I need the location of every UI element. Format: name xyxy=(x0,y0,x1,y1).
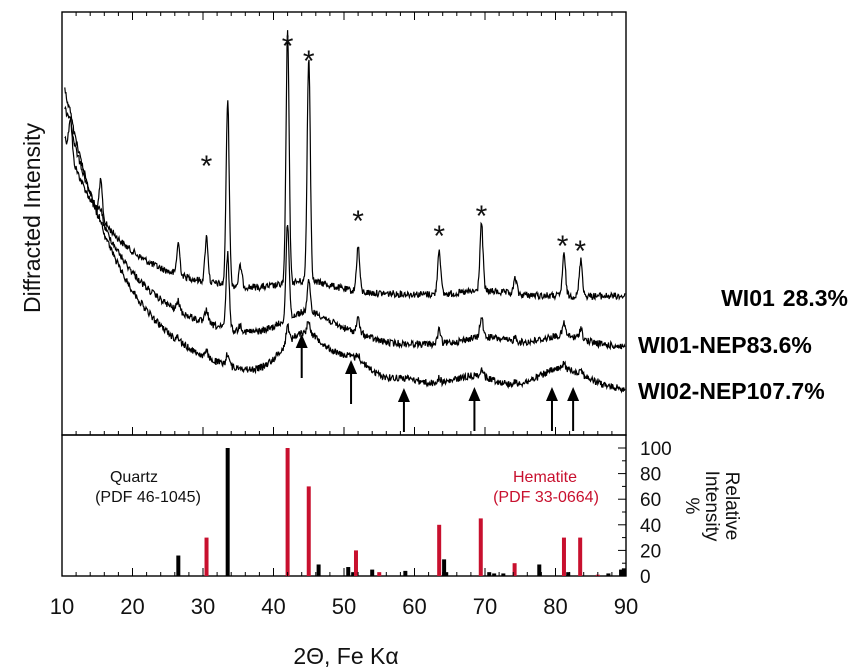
x-tick-label: 60 xyxy=(402,594,426,619)
arrow-head xyxy=(567,387,580,401)
y-axis-label: Diffracted Intensity xyxy=(19,122,45,313)
star-marker: * xyxy=(557,230,569,263)
x-tick-label: 10 xyxy=(50,594,74,619)
ri-tick-label: 20 xyxy=(640,541,661,562)
arrow-head xyxy=(397,388,410,402)
x-tick-label: 70 xyxy=(473,594,497,619)
hematite-peak-bar xyxy=(306,486,311,576)
hematite-peak-bar xyxy=(285,448,290,576)
series-label-wi01: WI01 28.3% xyxy=(721,285,848,311)
diffraction-curve-3 xyxy=(64,87,626,394)
x-tick-label: 20 xyxy=(120,594,144,619)
quartz-peak-bar xyxy=(619,569,624,576)
hematite-peak-bar xyxy=(353,550,358,576)
relative-intensity-axis: 0 20 40 60 80 100 xyxy=(618,439,672,588)
relative-intensity-label-line1: Relative xyxy=(721,472,742,541)
quartz-peak-bar xyxy=(346,567,351,576)
x-tick-label: 90 xyxy=(614,594,638,619)
quartz-label: Quartz xyxy=(110,469,158,486)
ri-tick-label: 100 xyxy=(640,439,672,460)
hematite-peak-bar xyxy=(512,563,517,576)
star-marker: * xyxy=(352,205,364,238)
arrow-head xyxy=(345,360,358,374)
hematite-peak-markers: ** ** *** * xyxy=(201,30,587,268)
ri-tick-label: 40 xyxy=(640,516,661,537)
hematite-pdf-label: (PDF 33-0664) xyxy=(493,489,599,506)
star-marker: * xyxy=(574,235,586,268)
x-tick-label: 80 xyxy=(543,594,567,619)
quartz-peak-bar xyxy=(316,564,321,576)
relative-intensity-label-line3: % xyxy=(681,498,702,515)
upper-plot-frame xyxy=(61,11,627,436)
star-marker: * xyxy=(433,220,445,253)
star-marker: * xyxy=(282,30,294,63)
hematite-peak-bar xyxy=(561,537,566,576)
quartz-peak-bar xyxy=(606,573,611,576)
quartz-peak-bar xyxy=(225,448,230,576)
x-axis: 10 20 30 40 50 60 70 80 90 xyxy=(50,12,638,619)
hematite-peak-bar xyxy=(437,524,442,576)
quartz-peak-bar xyxy=(621,568,626,576)
ri-tick-label: 80 xyxy=(640,465,661,486)
arrow-head xyxy=(295,334,308,348)
hematite-label: Hematite xyxy=(513,469,577,486)
star-marker: * xyxy=(303,45,315,78)
ri-tick-label: 0 xyxy=(640,567,651,588)
arrow-head xyxy=(468,387,481,401)
reference-peak-bars xyxy=(176,448,626,576)
ri-tick-label: 60 xyxy=(640,490,661,511)
hematite-peak-bar xyxy=(377,572,382,576)
quartz-peak-bar xyxy=(501,573,506,576)
x-tick-label: 40 xyxy=(261,594,285,619)
quartz-pdf-label: (PDF 46-1045) xyxy=(95,489,201,506)
quartz-peak-bar xyxy=(487,572,492,576)
star-marker: * xyxy=(201,150,213,183)
broad-peak-arrows xyxy=(295,334,580,432)
quartz-peak-bar xyxy=(492,573,497,576)
diffraction-curves xyxy=(64,30,626,394)
series-label-wi02-nep: WI02-NEP107.7% xyxy=(638,378,825,404)
diffraction-curve-2 xyxy=(64,105,626,351)
quartz-peak-bar xyxy=(442,559,447,576)
reference-panel: 0 20 40 60 80 100 xyxy=(61,434,672,588)
diffraction-curve-1 xyxy=(64,30,626,302)
hematite-peak-bar xyxy=(578,537,583,576)
diffraction-panel: ** ** *** * xyxy=(61,11,627,436)
hematite-peak-bar xyxy=(478,518,483,576)
series-label-wi01-nep: WI01-NEP83.6% xyxy=(638,332,812,358)
x-axis-label: 2Θ, Fe Kα xyxy=(293,643,398,669)
hematite-peak-bar xyxy=(204,537,209,576)
x-tick-label: 50 xyxy=(332,594,356,619)
x-tick-label: 30 xyxy=(191,594,215,619)
quartz-peak-bar xyxy=(176,555,181,576)
quartz-peak-bar xyxy=(566,572,571,576)
quartz-peak-bar xyxy=(537,564,542,576)
star-marker: * xyxy=(476,200,488,233)
relative-intensity-label-line2: Intensity xyxy=(701,471,722,542)
quartz-peak-bar xyxy=(351,572,356,576)
quartz-peak-bar xyxy=(403,570,408,576)
arrow-head xyxy=(545,387,558,401)
quartz-peak-bar xyxy=(444,572,449,576)
